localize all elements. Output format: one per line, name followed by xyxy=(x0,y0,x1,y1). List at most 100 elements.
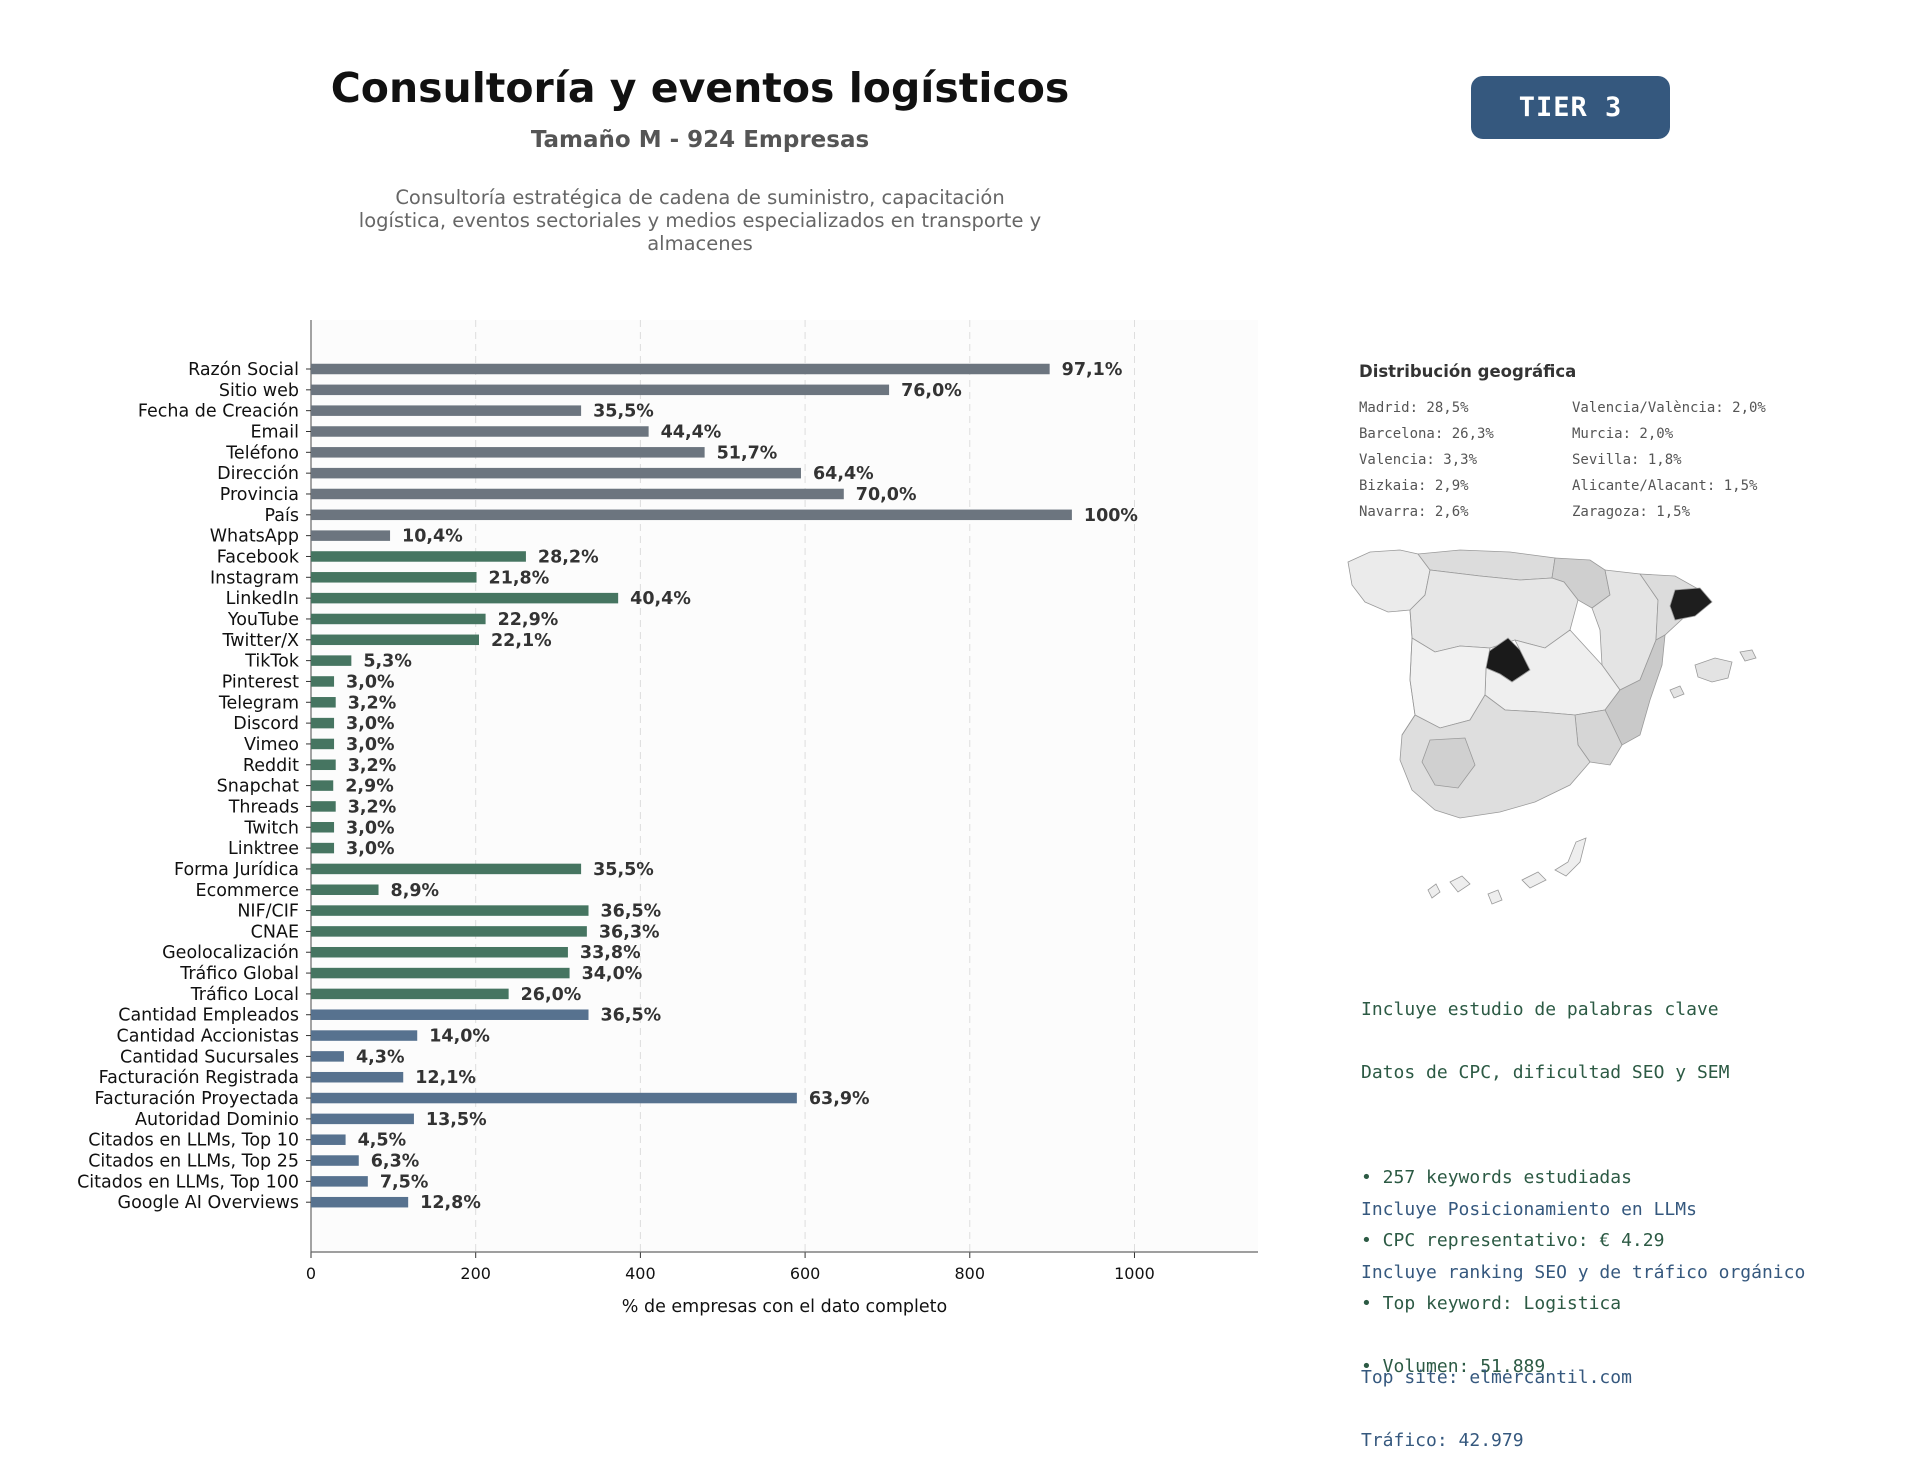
category-label: Twitter/X xyxy=(221,631,299,651)
bar xyxy=(311,988,509,1000)
value-label: 12,1% xyxy=(415,1068,476,1088)
category-label: Dirección xyxy=(217,464,299,484)
category-label: Citados en LLMs, Top 10 xyxy=(88,1131,299,1151)
value-label: 10,4% xyxy=(402,527,463,547)
category-label: Snapchat xyxy=(217,777,299,797)
category-label: Razón Social xyxy=(188,360,299,380)
value-label: 4,3% xyxy=(356,1047,405,1067)
geo-region-item: Murcia: 2,0% xyxy=(1572,426,1674,442)
category-label: Sitio web xyxy=(219,381,299,401)
value-label: 2,9% xyxy=(345,777,394,797)
map-balearic-mallorca xyxy=(1694,657,1733,683)
category-label: Twitch xyxy=(243,818,299,838)
bar xyxy=(311,488,844,500)
value-label: 51,7% xyxy=(717,443,778,463)
bar xyxy=(311,822,335,833)
value-label: 36,3% xyxy=(599,922,660,942)
bar xyxy=(311,1155,359,1166)
value-label: 100% xyxy=(1084,506,1138,526)
description-line: Consultoría estratégica de cadena de sum… xyxy=(395,186,1005,209)
category-label: Geolocalización xyxy=(162,943,299,963)
map-canary-1 xyxy=(1427,883,1441,899)
category-label: Ecommerce xyxy=(196,881,299,901)
value-label: 3,0% xyxy=(346,672,395,692)
category-label: Discord xyxy=(233,714,299,734)
value-label: 34,0% xyxy=(582,964,643,984)
bar xyxy=(311,967,570,979)
tier-badge: TIER 3 xyxy=(1471,76,1670,139)
value-label: 4,5% xyxy=(358,1131,407,1151)
bar xyxy=(311,405,582,416)
category-label: Cantidad Sucursales xyxy=(120,1047,299,1067)
category-label: Threads xyxy=(228,797,299,817)
value-label: 3,0% xyxy=(346,714,395,734)
bar xyxy=(311,884,379,895)
value-label: 6,3% xyxy=(371,1152,420,1172)
seo-info-line: • CPC representativo: € 4.29 xyxy=(1361,1230,1665,1251)
geo-region-item: Barcelona: 26,3% xyxy=(1359,426,1494,442)
x-axis-title: % de empresas con el dato completo xyxy=(622,1297,947,1317)
seo-info-line: • Top keyword: Logistica xyxy=(1361,1293,1622,1314)
value-label: 33,8% xyxy=(580,943,641,963)
value-label: 36,5% xyxy=(601,1006,662,1026)
category-label: Autoridad Dominio xyxy=(135,1110,299,1130)
bar xyxy=(311,1051,344,1062)
value-label: 22,9% xyxy=(498,610,559,630)
value-label: 3,0% xyxy=(346,735,395,755)
bar xyxy=(311,926,587,937)
geo-region-item: Alicante/Alacant: 1,5% xyxy=(1572,478,1758,494)
value-label: 76,0% xyxy=(901,381,962,401)
value-label: 8,9% xyxy=(391,881,440,901)
spain-choropleth-map xyxy=(1347,549,1757,905)
value-label: 7,5% xyxy=(380,1172,429,1192)
category-label: Teléfono xyxy=(225,443,299,463)
category-label: Google AI Overviews xyxy=(118,1193,299,1213)
value-label: 3,2% xyxy=(348,797,397,817)
category-label: Instagram xyxy=(210,568,299,588)
seo-info-block: Incluye estudio de palabras clave Datos … xyxy=(1361,957,1729,1398)
category-label: Vimeo xyxy=(244,735,299,755)
category-label: LinkedIn xyxy=(226,589,299,609)
geo-region-item: Zaragoza: 1,5% xyxy=(1572,504,1691,520)
value-label: 5,3% xyxy=(363,652,412,672)
map-andalucia xyxy=(1399,694,1591,819)
llm-info-block: Incluye Posicionamiento en LLMs Incluye … xyxy=(1361,1157,1805,1472)
value-label: 70,0% xyxy=(856,485,917,505)
seo-info-line: • Volumen: 51.889 xyxy=(1361,1356,1546,1377)
category-label: Facturación Registrada xyxy=(99,1068,299,1088)
completeness-bar-chart: 0 200 400 600 800 1000 % de empresas con el da… xyxy=(77,320,1258,1317)
description-line: logística, eventos sectoriales y medios … xyxy=(358,209,1042,232)
category-label: Facebook xyxy=(217,547,300,567)
geo-region-item: Bizkaia: 2,9% xyxy=(1359,478,1469,494)
bar xyxy=(311,655,352,666)
bar xyxy=(311,1113,414,1125)
seo-info-line: Datos de CPC, dificultad SEO y SEM xyxy=(1361,1062,1730,1083)
category-label: NIF/CIF xyxy=(237,902,299,922)
map-canary-3 xyxy=(1487,889,1503,905)
category-label: Tráfico Local xyxy=(190,985,299,1005)
category-label: Reddit xyxy=(243,756,299,776)
value-label: 3,2% xyxy=(348,756,397,776)
value-label: 35,5% xyxy=(593,860,654,880)
value-label: 97,1% xyxy=(1062,360,1123,380)
map-canary-5 xyxy=(1554,837,1587,877)
bar xyxy=(311,863,582,875)
llm-info-line: Top site: elmercantil.com xyxy=(1361,1367,1632,1388)
x-tick-label: 200 xyxy=(460,1264,491,1283)
description-line: almacenes xyxy=(647,232,753,255)
value-label: 21,8% xyxy=(489,568,550,588)
category-label: TikTok xyxy=(244,652,300,672)
category-label: Email xyxy=(250,422,299,442)
seo-info-line: Incluye estudio de palabras clave xyxy=(1361,999,1719,1020)
bar xyxy=(311,1009,589,1020)
category-label: Linktree xyxy=(228,839,299,859)
bar xyxy=(311,1196,409,1208)
page-subtitle: Tamaño M - 924 Empresas xyxy=(530,127,870,153)
map-canary-4 xyxy=(1521,871,1547,889)
sector-description: Consultoría estratégica de cadena de sum… xyxy=(330,186,1070,255)
bar xyxy=(311,592,619,604)
x-tick-label: 1000 xyxy=(1114,1264,1155,1283)
value-label: 63,9% xyxy=(809,1089,870,1109)
category-label: Provincia xyxy=(220,485,299,505)
bar xyxy=(311,905,589,916)
